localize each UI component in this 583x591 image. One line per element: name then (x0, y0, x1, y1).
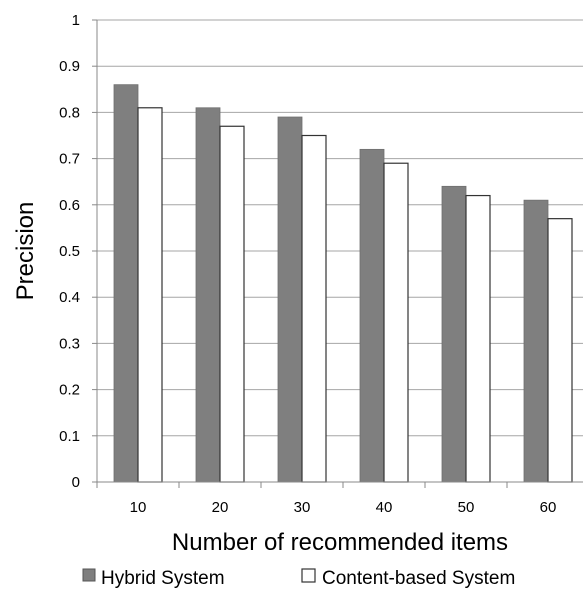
x-tick-label: 30 (294, 499, 311, 516)
bar-hybrid (277, 116, 303, 483)
legend-label-content-based: Content-based System (322, 568, 515, 589)
bars (113, 84, 573, 483)
y-tick-label: 1 (72, 12, 80, 29)
x-tick-labels: 10 20 30 40 50 60 (96, 482, 557, 516)
bar-hybrid (113, 84, 139, 483)
legend-swatch-hybrid (82, 568, 96, 582)
y-axis-title: Precision (12, 202, 39, 301)
y-tick-label: 0.8 (59, 104, 80, 121)
y-tick-label: 0.9 (59, 58, 80, 75)
bar-content-based (137, 107, 163, 483)
legend: Hybrid System Content-based System (82, 568, 515, 589)
gridlines (92, 19, 583, 483)
bar-content-based (383, 162, 409, 483)
bar-content-based (547, 218, 573, 483)
y-tick-label: 0.7 (59, 151, 80, 168)
bar-hybrid (441, 185, 467, 483)
y-tick-label: 0.2 (59, 382, 80, 399)
y-tick-label: 0.1 (59, 428, 80, 445)
x-tick-label: 50 (458, 499, 475, 516)
legend-swatch-content-based (301, 568, 316, 583)
x-tick-label: 40 (376, 499, 393, 516)
bar-hybrid (523, 199, 549, 483)
y-tick-label: 0 (72, 474, 80, 491)
axes (96, 20, 583, 483)
y-tick-label: 0.4 (59, 289, 80, 306)
y-tick-label: 0.5 (59, 243, 80, 260)
bar-content-based (465, 194, 491, 483)
bar-content-based (219, 125, 245, 483)
x-axis-title: Number of recommended items (172, 529, 508, 556)
bar-hybrid (195, 107, 221, 483)
x-tick-label: 10 (130, 499, 147, 516)
y-tick-labels: 0 0.1 0.2 0.3 0.4 0.5 0.6 0.7 0.8 0.9 1 (59, 12, 80, 491)
bar-hybrid (359, 148, 385, 483)
legend-label-hybrid: Hybrid System (101, 568, 225, 589)
bar-content-based (301, 134, 327, 483)
y-tick-label: 0.6 (59, 197, 80, 214)
x-tick-label: 60 (540, 499, 557, 516)
x-tick-label: 20 (212, 499, 229, 516)
y-tick-label: 0.3 (59, 335, 80, 352)
